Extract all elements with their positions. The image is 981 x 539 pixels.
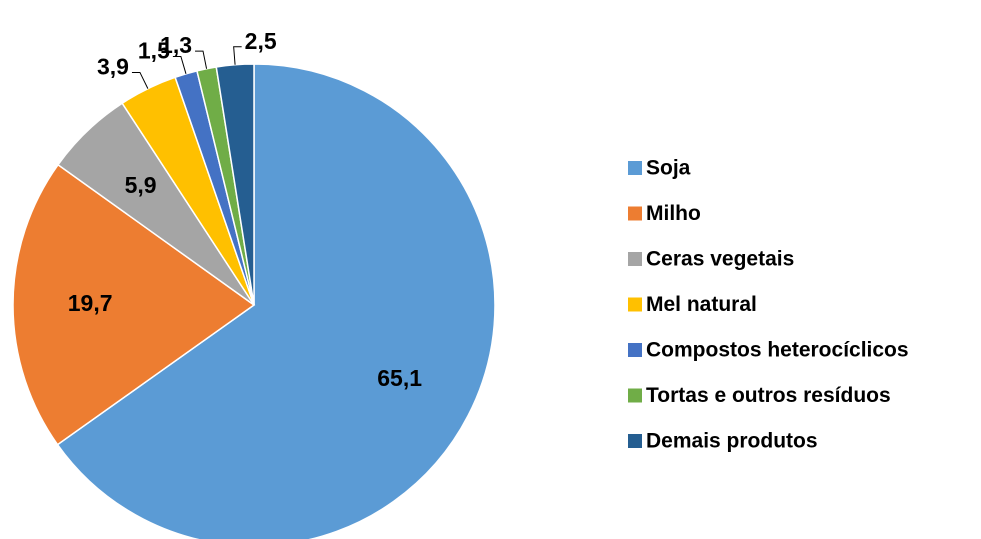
data-label: 3,9 [97, 54, 129, 80]
leader-line [172, 56, 187, 74]
legend-swatch [628, 297, 642, 312]
legend-label: Milho [646, 202, 701, 225]
leader-line [233, 46, 242, 65]
data-label: 65,1 [377, 365, 422, 391]
legend-label: Mel natural [646, 293, 757, 316]
legend-label: Ceras vegetais [646, 248, 794, 271]
legend-label: Compostos heterocíclicos [646, 339, 909, 362]
pie-slice [56, 63, 496, 539]
leader-line [131, 71, 149, 89]
legend-swatch [628, 434, 642, 448]
leader-line [195, 50, 208, 69]
legend-swatch [628, 161, 642, 175]
legend-swatch [628, 206, 642, 221]
data-label: 5,9 [125, 172, 157, 198]
legend-swatch [628, 343, 642, 357]
pie-slice [12, 163, 256, 446]
legend-label: Tortas e outros resíduos [646, 384, 891, 407]
data-label: 2,5 [245, 28, 277, 54]
legend-label: Soja [646, 157, 691, 180]
data-label: 1,5 [138, 38, 170, 64]
data-label: 19,7 [68, 290, 113, 316]
legend-swatch [628, 252, 642, 266]
legend-swatch [628, 388, 642, 403]
legend-label: Demais produtos [646, 430, 818, 453]
data-label: 1,3 [160, 32, 192, 58]
